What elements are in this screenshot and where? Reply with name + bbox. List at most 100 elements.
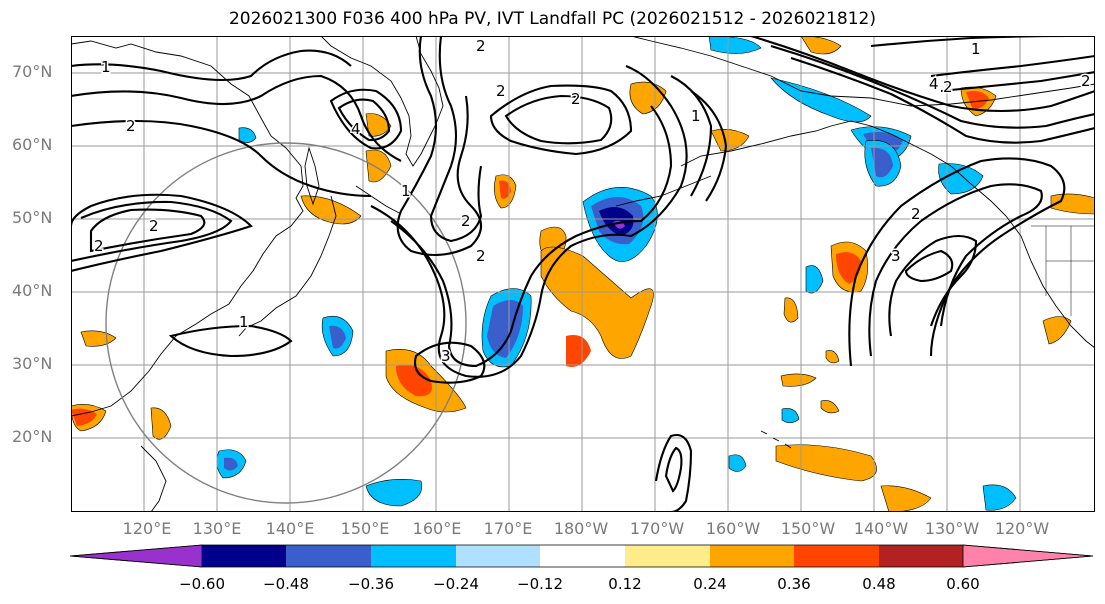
lon-label-130e: 130°E [192,519,242,538]
lon-label-150e: 150°E [340,519,390,538]
contour-line [504,94,613,145]
contour-line [396,36,483,257]
pv-negative-blob [224,457,238,471]
contour-line [670,75,713,197]
us-state-lines [1045,226,1095,316]
contour-line [750,36,1095,113]
contour-label: 2 [1081,72,1091,90]
pv-positive-blob [780,373,817,387]
map-plot: 1 2 2 2 2 2 2 4 1 2 3 1 2 1 2 2 4 3 1 2 [71,36,1095,512]
lat-label-50n: 50°N [12,208,53,227]
lon-label-120e: 120°E [122,519,172,538]
colorbar-tick-label: 0.12 [608,575,642,593]
contour-line [71,49,352,82]
contour-line [71,193,253,273]
pv-negative-blob [728,454,747,472]
map-title: 2026021300 F036 400 hPa PV, IVT Landfall… [228,9,876,29]
contour-label: 2 [476,37,486,55]
lon-label-150w: 150°W [780,519,836,538]
contour-labels: 1 2 2 2 2 2 2 4 1 2 3 1 2 1 2 2 4 3 1 2 [93,36,1093,367]
contour-label: 2 [94,237,104,255]
pv-positive-blob [820,400,840,414]
pv-positive-blob [150,407,172,440]
japan-coastline [238,195,337,337]
lon-label-170e: 170°E [483,519,533,538]
contour-label: 4 [351,120,361,138]
pv-positive-blob [499,180,511,199]
lon-label-130w: 130°W [924,519,980,538]
contour-line [904,249,954,283]
lat-label-20n: 20°N [12,427,53,446]
contour-line [370,65,688,378]
colorbar-segment [286,545,371,567]
contour-line [429,36,483,243]
contour-label: 2 [496,82,506,100]
pv-positive-blob [365,113,392,137]
colorbar-tick-label: 0.60 [946,575,980,593]
contour-label: 3 [441,347,451,365]
kamchatka-coastline [320,36,444,167]
pv-positive-blob [566,335,591,367]
colorbar-segment [456,545,540,567]
contour-line [888,234,978,337]
contour-line [71,74,402,162]
ivt-contours [71,36,1095,512]
lon-label-140w: 140°W [853,519,909,538]
contour-label: 2 [461,212,471,230]
pv-positive-blob [836,252,861,284]
colorbar-tick-label: 0.24 [693,575,727,593]
reference-circle [105,142,467,504]
pv-positive-blob [629,81,667,115]
contour-line [940,70,1095,93]
map-frame [71,36,1095,512]
philippines-coastline [140,445,167,512]
contour-label: 1 [401,182,411,200]
lat-label-40n: 40°N [12,281,53,300]
colorbar-tick-label: −0.24 [433,575,479,593]
pv-negative-blob [329,325,346,349]
colorbar-segment [540,545,625,567]
pv-negative-blob [871,147,893,178]
contour-label: 2 [571,90,581,108]
contour-label: 2 [943,78,953,96]
colorbar-low-extend [70,544,203,568]
lon-label-170w: 170°W [629,519,685,538]
contour-line [930,54,1095,78]
pv-negative-blob [805,265,824,294]
contour-line [71,200,233,263]
contour-line [168,324,293,358]
contour-label: 3 [891,247,901,265]
contour-label: 2 [476,247,486,265]
contour-line [654,434,693,512]
pv-positive-blob [783,297,799,323]
colorbar-segment [371,545,456,567]
contour-line [848,157,1066,367]
contour-line [71,119,372,198]
pv-positive-blob [365,149,392,183]
arctic-coastline [630,36,1095,107]
colorbar-tick-label: −0.36 [348,575,394,593]
contour-label: 2 [126,117,136,135]
contour-label: 2 [911,205,921,223]
contour-label: 1 [239,313,249,331]
asia-coastline [71,40,304,417]
pv-positive-blob [540,246,654,359]
pv-negative-blob [487,300,523,358]
contour-line [770,44,1095,129]
lat-label-70n: 70°N [12,62,53,81]
contour-label: 2 [149,217,159,235]
graticule [71,36,1095,512]
pv-negative-blob [982,484,1017,511]
colorbar-segment [710,545,794,567]
kuril-islands [355,185,402,215]
colorbar-outline [70,544,1094,568]
pv-negative-blob [781,408,800,424]
contour-line [790,56,1095,144]
pv-positive-blob [966,90,989,110]
lat-label-60n: 60°N [12,135,53,154]
contour-label: 1 [101,58,111,76]
pv-negative-blob [708,36,762,54]
contour-label: 4 [929,75,939,93]
pv-positive-blob [1042,316,1072,345]
contour-line [414,341,486,384]
